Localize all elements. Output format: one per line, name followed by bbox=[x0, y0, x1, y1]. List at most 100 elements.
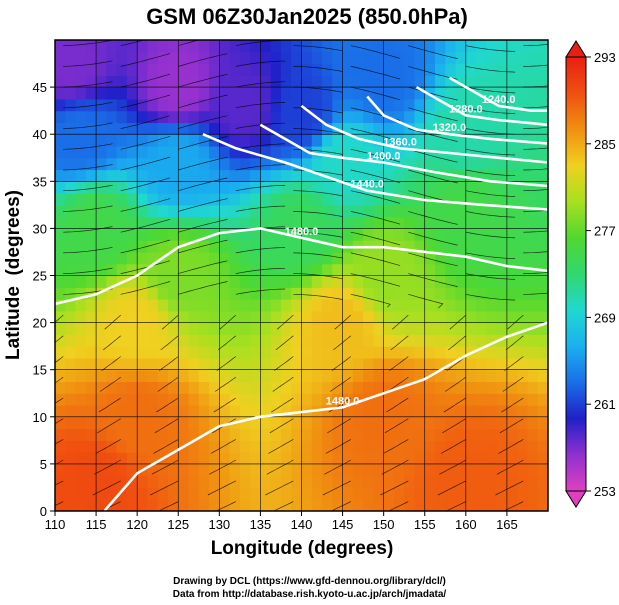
heatmap-cell bbox=[496, 228, 508, 241]
heatmap-cell bbox=[311, 416, 323, 430]
heatmap-cell bbox=[55, 87, 66, 100]
heatmap-cell bbox=[363, 169, 374, 182]
heatmap-cell bbox=[96, 98, 107, 112]
y-tick-label: 10 bbox=[33, 410, 47, 425]
heatmap-cell bbox=[373, 416, 385, 430]
heatmap-cell bbox=[455, 452, 467, 465]
heatmap-cell bbox=[239, 487, 251, 500]
heatmap-cell bbox=[435, 381, 446, 394]
heatmap-cell bbox=[75, 87, 87, 100]
streamline bbox=[408, 293, 444, 309]
streamline bbox=[442, 418, 466, 434]
heatmap-cell bbox=[209, 145, 220, 159]
heatmap-cell bbox=[96, 393, 107, 406]
heatmap-cell bbox=[147, 263, 159, 277]
heatmap-cell bbox=[198, 405, 210, 418]
heatmap-cell bbox=[435, 357, 446, 371]
heatmap-cell bbox=[291, 369, 303, 383]
heatmap-cell bbox=[219, 475, 231, 489]
heatmap-cell bbox=[65, 487, 77, 500]
heatmap-cell bbox=[445, 75, 457, 88]
heatmap-cell bbox=[250, 75, 262, 88]
heatmap-cell bbox=[137, 240, 149, 253]
heatmap-cell bbox=[55, 40, 66, 53]
heatmap-cell bbox=[85, 51, 97, 65]
heatmap-cell bbox=[75, 110, 87, 124]
heatmap-cell bbox=[506, 75, 518, 88]
heatmap-cell bbox=[270, 393, 282, 406]
heatmap-cell bbox=[96, 310, 107, 324]
heatmap-cell bbox=[96, 251, 107, 265]
heatmap-cell bbox=[393, 275, 405, 288]
heatmap-cell bbox=[75, 428, 87, 441]
heatmap-cell bbox=[270, 40, 282, 53]
heatmap-cell bbox=[332, 63, 344, 76]
heatmap-cell bbox=[393, 40, 405, 53]
heatmap-cell bbox=[393, 63, 405, 76]
streamline bbox=[523, 147, 548, 150]
heatmap-cell bbox=[157, 428, 169, 441]
heatmap-cell bbox=[157, 499, 169, 511]
heatmap-cell bbox=[188, 134, 200, 147]
heatmap-cell bbox=[332, 204, 344, 218]
heatmap-cell bbox=[260, 463, 272, 477]
heatmap-cell bbox=[198, 463, 210, 477]
heatmap-cell bbox=[393, 122, 405, 135]
heatmap-cell bbox=[260, 193, 272, 206]
heatmap-cell bbox=[322, 452, 333, 465]
heatmap-cell bbox=[178, 310, 190, 324]
streamline bbox=[408, 86, 458, 101]
heatmap-cell bbox=[178, 322, 190, 335]
heatmap-cell bbox=[332, 193, 344, 206]
heatmap-cell bbox=[229, 169, 241, 182]
heatmap-cell bbox=[342, 428, 354, 441]
heatmap-cell bbox=[55, 310, 66, 324]
streamline bbox=[215, 501, 236, 511]
heatmap-cell bbox=[404, 369, 416, 383]
heatmap-cell bbox=[126, 322, 138, 335]
heatmap-cell bbox=[322, 110, 333, 124]
streamline bbox=[439, 459, 466, 475]
heatmap-cell bbox=[373, 346, 385, 359]
heatmap-cell bbox=[435, 440, 446, 453]
heatmap-cell bbox=[126, 475, 138, 489]
heatmap-cell bbox=[65, 75, 77, 88]
heatmap-cell bbox=[126, 369, 138, 383]
heatmap-cell bbox=[383, 287, 395, 300]
chart-title: GSM 06Z30Jan2025 (850.0hPa) bbox=[146, 4, 468, 29]
heatmap-cell bbox=[65, 263, 77, 277]
heatmap-cell bbox=[445, 452, 457, 465]
heatmap-cell bbox=[280, 346, 292, 359]
heatmap-cell bbox=[209, 87, 220, 100]
heatmap-cell bbox=[147, 452, 159, 465]
heatmap-cell bbox=[383, 381, 395, 394]
heatmap-cell bbox=[167, 169, 179, 182]
streamline bbox=[95, 439, 121, 454]
heatmap-cell bbox=[270, 63, 282, 76]
heatmap-cell bbox=[147, 204, 159, 218]
heatmap-cell bbox=[311, 263, 323, 277]
heatmap-cell bbox=[147, 405, 159, 418]
heatmap-cell bbox=[496, 452, 508, 465]
heatmap-cell bbox=[383, 428, 395, 441]
heatmap-cell bbox=[229, 98, 241, 112]
heatmap-cell bbox=[55, 157, 66, 171]
heatmap-cell bbox=[404, 98, 416, 112]
heatmap-cell bbox=[188, 181, 200, 194]
heatmap-cell bbox=[198, 322, 210, 335]
heatmap-cell bbox=[126, 487, 138, 500]
heatmap-cell bbox=[496, 475, 508, 489]
heatmap-cell bbox=[219, 169, 231, 182]
heatmap-cell bbox=[342, 357, 354, 371]
heatmap-cell bbox=[537, 357, 548, 371]
heatmap-cell bbox=[75, 75, 87, 88]
heatmap-cell bbox=[352, 134, 364, 147]
heatmap-cell bbox=[291, 193, 303, 206]
heatmap-cell bbox=[435, 75, 446, 88]
heatmap-cell bbox=[445, 499, 457, 511]
heatmap-cell bbox=[455, 357, 467, 371]
heatmap-cell bbox=[96, 169, 107, 182]
streamline bbox=[216, 356, 237, 371]
heatmap-cell bbox=[322, 487, 333, 500]
heatmap-cell bbox=[311, 98, 323, 112]
